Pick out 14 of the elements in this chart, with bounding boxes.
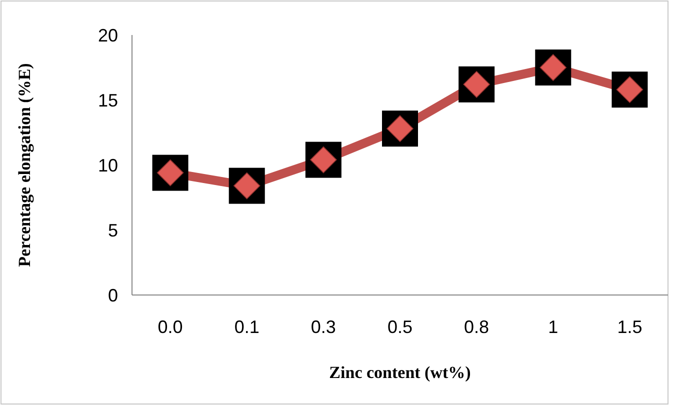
x-tick-label: 0.0 (158, 317, 183, 337)
x-tick-label: 0.5 (387, 317, 413, 337)
x-tick-label: 1.5 (617, 317, 642, 337)
x-tick-label: 1 (548, 317, 558, 337)
y-axis-title: Percentage elongation (%E) (15, 63, 34, 267)
y-tick-label: 10 (98, 155, 118, 176)
x-axis-title: Zinc content (wt%) (329, 363, 471, 382)
y-tick-label: 5 (108, 220, 118, 240)
x-tick-label: 0.3 (310, 317, 336, 337)
x-tick-label: 0.8 (464, 317, 490, 337)
y-tick-label: 20 (98, 25, 118, 46)
y-tick-label: 0 (108, 285, 118, 306)
x-tick-label: 0.1 (234, 317, 260, 337)
y-tick-label: 15 (98, 90, 118, 110)
